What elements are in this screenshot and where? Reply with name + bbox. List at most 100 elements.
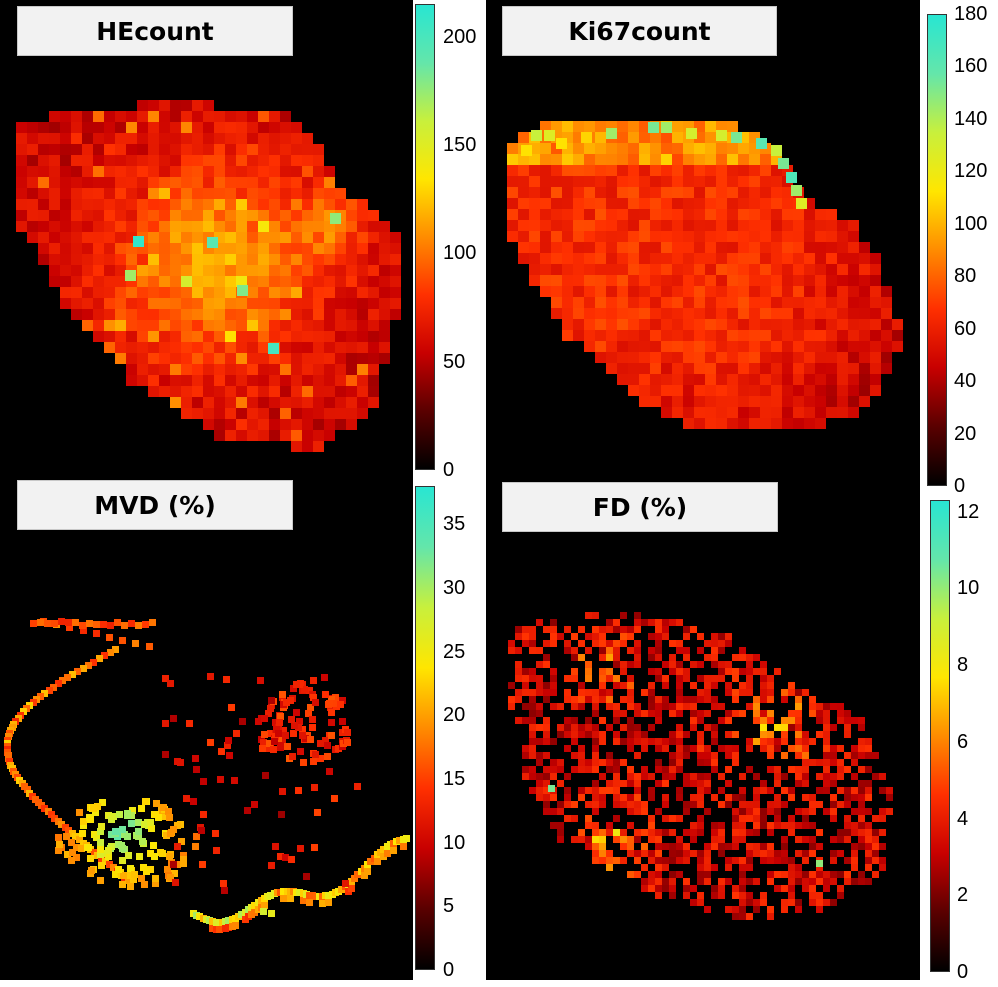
heatmap-cell <box>599 626 606 633</box>
heatmap-cell <box>16 155 27 166</box>
heatmap-cell <box>718 717 725 724</box>
heatmap-cell <box>718 878 725 885</box>
ki67count-title: Ki67count <box>502 6 777 56</box>
heatmap-cell <box>711 696 718 703</box>
heatmap-cell <box>749 264 760 275</box>
heatmap-cell <box>830 850 837 857</box>
heatmap-cell <box>650 253 661 264</box>
heatmap-cell <box>236 320 247 331</box>
heatmap-cell <box>848 319 859 330</box>
heatmap-cell <box>788 787 795 794</box>
heatmap-cell <box>837 308 848 319</box>
heatmap-cell <box>584 165 595 176</box>
heatmap-cell <box>802 871 809 878</box>
heatmap-cell <box>620 633 627 640</box>
heatmap-cell <box>648 654 655 661</box>
heatmap-cell <box>690 717 697 724</box>
heatmap-cell <box>628 176 639 187</box>
heatmap-cell <box>697 892 704 899</box>
heatmap-cell <box>170 397 181 408</box>
heatmap-cell <box>716 209 727 220</box>
heatmap-cell <box>592 787 599 794</box>
heatmap-cell <box>262 772 269 779</box>
heatmap-cell <box>661 407 672 418</box>
heatmap-cell <box>518 165 529 176</box>
heatmap-cell <box>550 626 557 633</box>
heatmap-cell <box>311 784 318 791</box>
heatmap-cell <box>595 352 606 363</box>
heatmap-cell <box>379 287 390 298</box>
heatmap-cell <box>302 441 313 452</box>
heatmap-cell <box>288 856 295 863</box>
heatmap-cell <box>870 308 881 319</box>
heatmap-cell <box>49 265 60 276</box>
heatmap-cell <box>291 177 302 188</box>
heatmap-cell <box>105 853 112 860</box>
heatmap-cell <box>661 176 672 187</box>
heatmap-cell <box>346 199 357 210</box>
heatmap-cell <box>788 794 795 801</box>
heatmap-cell <box>529 668 536 675</box>
heatmap-cell <box>599 850 606 857</box>
heatmap-cell <box>291 287 302 298</box>
heatmap-cell <box>606 689 613 696</box>
heatmap-cell <box>634 661 641 668</box>
heatmap-cell <box>669 710 676 717</box>
heatmap-cell <box>767 822 774 829</box>
heatmap-cell <box>543 766 550 773</box>
heatmap-cell <box>49 144 60 155</box>
heatmap-cell <box>732 913 739 920</box>
heatmap-cell <box>859 242 870 253</box>
heatmap-cell <box>837 242 848 253</box>
heatmap-cell <box>809 885 816 892</box>
colorbar-tick-label: 160 <box>954 55 988 78</box>
heatmap-cell <box>342 880 349 887</box>
heatmap-cell <box>97 846 104 853</box>
heatmap-cell <box>214 122 225 133</box>
heatmap-cell <box>718 787 725 794</box>
heatmap-cell <box>324 210 335 221</box>
heatmap-cell <box>739 892 746 899</box>
heatmap-cell <box>716 253 727 264</box>
heatmap-cell <box>641 619 648 626</box>
heatmap-cell <box>771 319 782 330</box>
heatmap-cell <box>774 857 781 864</box>
heatmap-cell <box>793 253 804 264</box>
heatmap-cell <box>592 731 599 738</box>
heatmap-cell <box>672 275 683 286</box>
heatmap-cell <box>137 254 148 265</box>
heatmap-cell <box>592 640 599 647</box>
heatmap-cell <box>746 913 753 920</box>
heatmap-cell <box>137 320 148 331</box>
ki67count-heatmap <box>507 121 903 429</box>
heatmap-cell <box>627 661 634 668</box>
heatmap-cell <box>335 232 346 243</box>
heatmap-cell <box>562 275 573 286</box>
heatmap-cell <box>694 264 705 275</box>
heatmap-cell <box>655 766 662 773</box>
heatmap-cell <box>781 724 788 731</box>
heatmap-cell <box>793 220 804 231</box>
heatmap-cell <box>858 843 865 850</box>
heatmap-cell <box>291 265 302 276</box>
heatmap-cell <box>280 265 291 276</box>
heatmap-cell <box>280 408 291 419</box>
heatmap-cell <box>236 265 247 276</box>
heatmap-cell <box>324 188 335 199</box>
heatmap-cell <box>225 177 236 188</box>
heatmap-cell <box>94 803 101 810</box>
heatmap-cell <box>159 331 170 342</box>
heatmap-cell <box>738 297 749 308</box>
heatmap-cell <box>599 696 606 703</box>
heatmap-cell <box>214 188 225 199</box>
heatmap-cell <box>655 654 662 661</box>
heatmap-cell <box>760 385 771 396</box>
heatmap-cell <box>837 352 848 363</box>
heatmap-cell <box>578 759 585 766</box>
heatmap-cell <box>606 857 613 864</box>
heatmap-cell <box>774 822 781 829</box>
heatmap-cell <box>275 730 282 737</box>
heatmap-cell <box>550 766 557 773</box>
heatmap-cell <box>581 132 592 143</box>
heatmap-cell <box>60 199 71 210</box>
